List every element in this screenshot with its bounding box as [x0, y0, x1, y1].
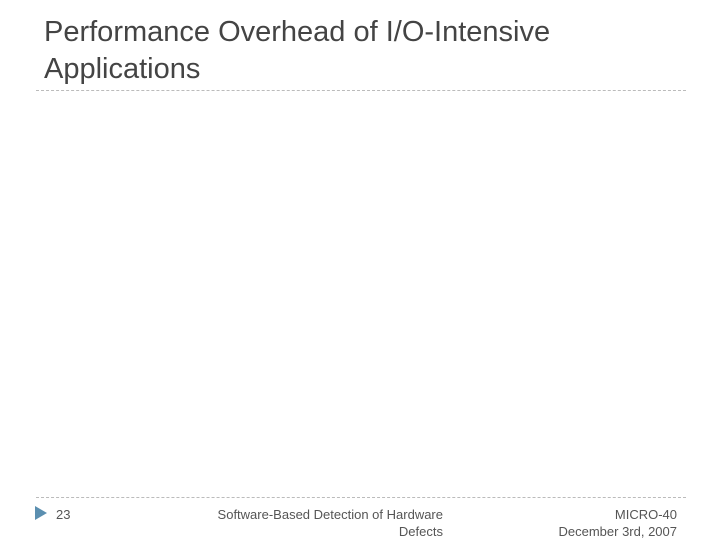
page-number: 23	[56, 507, 71, 522]
footer-text: Software-Based Detection of Hardware	[217, 507, 443, 522]
title-rule	[36, 90, 686, 91]
footer-text: MICRO-40	[614, 507, 677, 522]
footer-rule	[36, 497, 686, 498]
footer-text: December 3rd, 2007	[558, 524, 677, 539]
bullet-arrow	[35, 506, 47, 520]
footer-text: Defects	[398, 524, 443, 539]
slide-title: Performance Overhead of I/O-Intensive Ap…	[44, 16, 551, 85]
footer-center: Software-Based Detection of Hardware Def…	[190, 506, 443, 540]
footer-right: MICRO-40 December 3rd, 2007	[500, 506, 677, 540]
